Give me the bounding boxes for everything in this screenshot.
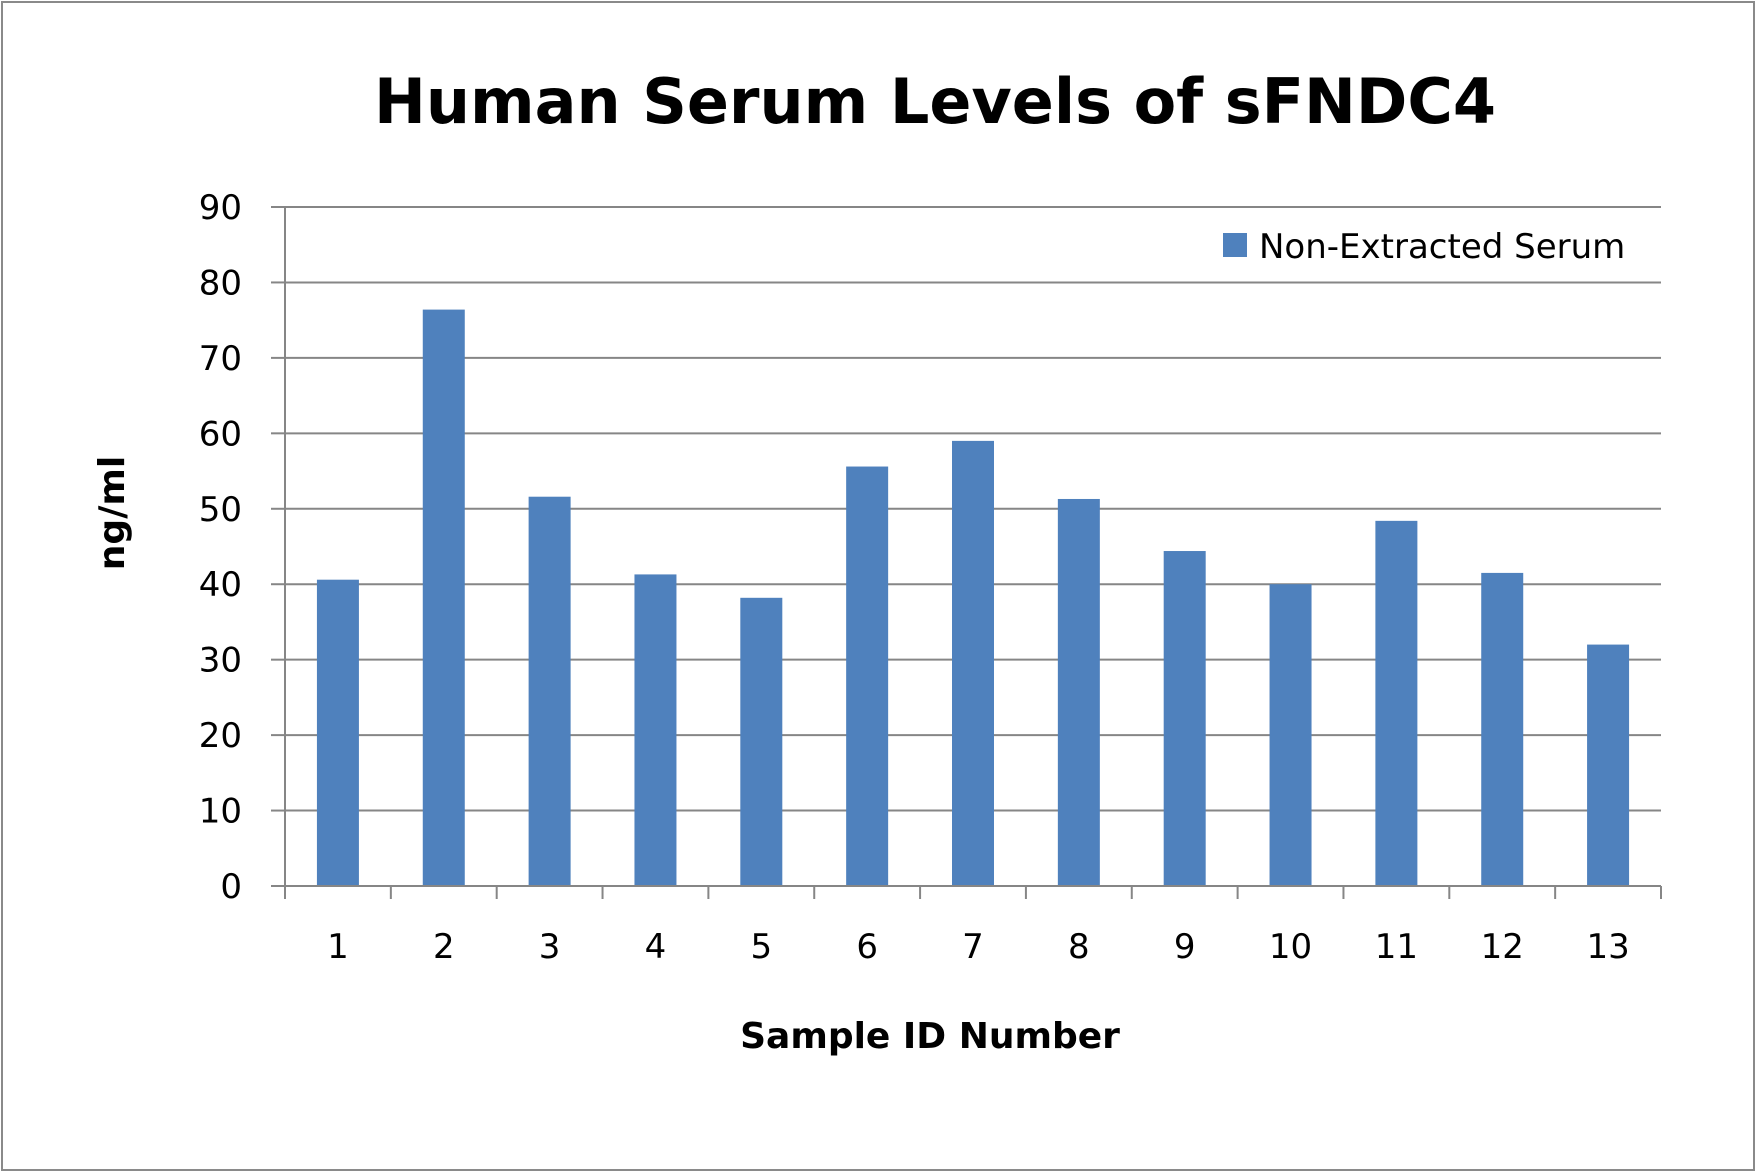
y-tick-label: 50	[199, 490, 242, 530]
y-tick-label: 80	[199, 263, 242, 303]
bars	[316, 309, 1630, 886]
axes	[284, 207, 1662, 899]
bar	[1163, 551, 1206, 886]
bar	[528, 496, 571, 886]
x-tick-label: 3	[539, 927, 561, 967]
legend-swatch	[1223, 233, 1247, 257]
bar	[422, 309, 465, 886]
x-tick-label: 7	[962, 927, 984, 967]
x-tick-label: 10	[1269, 927, 1312, 967]
bar	[846, 466, 889, 886]
chart-title: Human Serum Levels of sFNDC4	[374, 65, 1496, 138]
x-tick-label: 2	[433, 927, 455, 967]
y-tick-label: 10	[199, 792, 242, 832]
bar	[1269, 584, 1312, 886]
bar	[1057, 498, 1100, 886]
legend: Non-Extracted Serum	[1223, 227, 1625, 267]
bar	[1481, 572, 1524, 886]
x-tick-label: 12	[1481, 927, 1524, 967]
x-tick-label: 11	[1375, 927, 1418, 967]
bar	[316, 579, 359, 886]
legend-label: Non-Extracted Serum	[1259, 227, 1625, 267]
x-tick-labels: 1 2 3 4 5 6 7 8 9 10 11 12 13	[327, 927, 1630, 967]
y-axis-title: ng/ml	[92, 456, 133, 570]
x-tick-label: 1	[327, 927, 349, 967]
x-tick-label: 13	[1586, 927, 1629, 967]
x-tick-label: 4	[645, 927, 667, 967]
bar	[634, 574, 677, 886]
bar	[740, 597, 783, 886]
y-tick-label: 30	[199, 641, 242, 681]
y-tick-label: 60	[199, 414, 242, 454]
bar	[1375, 520, 1418, 886]
y-tick-label: 90	[199, 188, 242, 228]
y-tick-label: 20	[199, 716, 242, 756]
x-tick-label: 5	[750, 927, 772, 967]
x-tick-label: 8	[1068, 927, 1090, 967]
x-tick-label: 9	[1174, 927, 1196, 967]
bar	[1587, 644, 1630, 886]
y-tick-labels: 0 10 20 30 40 50 60 70 80 90	[199, 188, 242, 907]
y-tick-label: 40	[199, 565, 242, 605]
bar	[952, 440, 994, 886]
y-tick-label: 70	[199, 339, 242, 379]
y-tick-label: 0	[220, 867, 242, 907]
x-tick-label: 6	[856, 927, 878, 967]
x-axis-title: Sample ID Number	[740, 1016, 1120, 1057]
